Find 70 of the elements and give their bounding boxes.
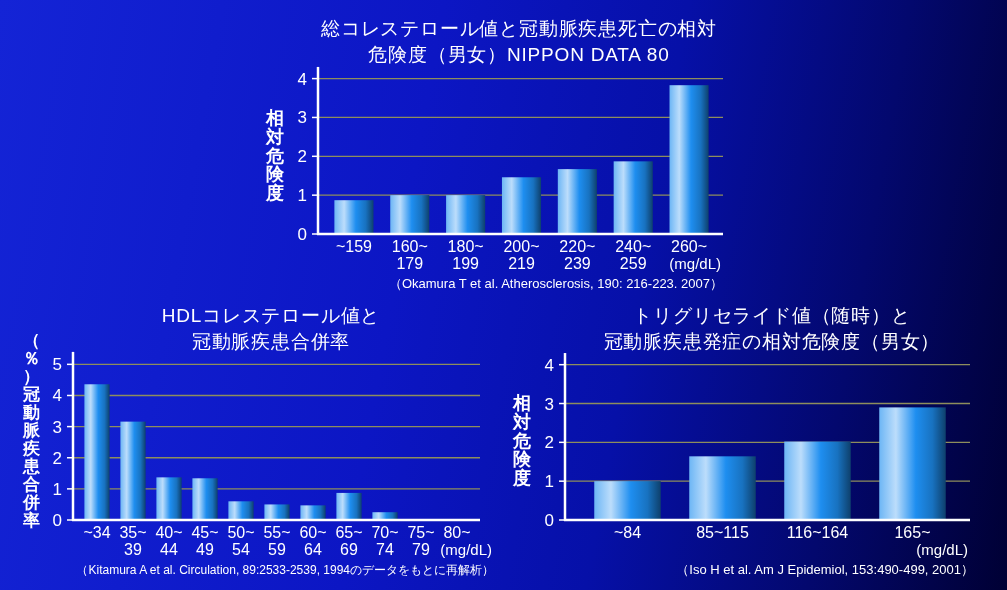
bar: [228, 501, 254, 520]
bar: [372, 512, 398, 520]
x-tick-label: 260~: [671, 238, 708, 255]
y-tick-label: 2: [52, 448, 62, 468]
x-tick-label: 70~ 74: [371, 524, 399, 558]
bar: [669, 85, 709, 234]
y-tick-label: 3: [52, 417, 62, 437]
x-tick-label: 75~ 79: [407, 524, 435, 558]
y-tick-label: 3: [297, 108, 307, 128]
y-tick-label: 1: [52, 479, 62, 499]
text: （Okamura T et al. Atherosclerosis, 190: 216-223. 2007）: [388, 276, 723, 291]
bar: [120, 421, 146, 520]
bar: [557, 169, 597, 234]
bar: [264, 504, 290, 520]
x-tick-label: 35~ 39: [119, 524, 147, 558]
x-axis-title: (mg/dL): [440, 541, 492, 558]
x-axis-title: (mg/dL): [916, 541, 968, 558]
x-tick-label: 60~ 64: [299, 524, 327, 558]
x-tick-label: 65~ 69: [335, 524, 363, 558]
y-tick-label: 4: [52, 386, 62, 406]
y-axis-title: 相対危険度: [512, 393, 532, 489]
bar: [501, 177, 542, 234]
bar: [334, 200, 374, 234]
bar: [300, 505, 326, 520]
x-tick-label: 85~115: [696, 524, 749, 541]
y-tick-label: 2: [297, 147, 307, 167]
x-tick-label: 45~ 49: [191, 524, 219, 558]
bar: [84, 384, 110, 520]
y-tick-label: 1: [544, 472, 554, 492]
chart-title: 総コレステロール値と冠動脈疾患死亡の相対危険度（男女）NIPPON DATA 80: [320, 18, 717, 65]
y-tick-label: 5: [52, 355, 62, 375]
chart-title: HDLコレステロール値と冠動脈疾患合併率: [161, 305, 381, 352]
y-tick-label: 0: [544, 511, 554, 530]
x-tick-label: 80~: [443, 524, 471, 541]
bar: [784, 441, 851, 520]
y-tick-label: 1: [297, 186, 307, 206]
bar: [390, 195, 430, 234]
bar: [689, 456, 756, 520]
x-tick-label: 165~: [894, 524, 931, 541]
y-tick-label: 3: [544, 394, 554, 414]
bar: [613, 161, 653, 234]
text: （Kitamura A et al. Circulation, 89:2533-2539, 1994のデータをもとに再解析）: [76, 563, 494, 577]
x-tick-label: 200~ 219: [503, 238, 540, 272]
y-tick-label: 2: [544, 433, 554, 453]
x-tick-label: 116~164: [786, 524, 849, 541]
y-tick-label: 4: [544, 355, 554, 375]
x-tick-label: ~34: [83, 524, 111, 541]
x-tick-label: 220~ 239: [559, 238, 596, 272]
y-axis-title: 相対危険度: [265, 108, 285, 204]
text: （％）冠動脈疾患合併率: [22, 331, 40, 530]
x-tick-label: 180~ 199: [447, 238, 484, 272]
x-tick-label: 160~ 179: [391, 238, 428, 272]
bar: [879, 407, 946, 520]
text: （Iso H et al. Am J Epidemiol, 153:490-499, 2001）: [676, 562, 974, 577]
bar: [594, 481, 661, 520]
y-tick-label: 0: [52, 511, 62, 530]
x-tick-label: 55~ 59: [263, 524, 291, 558]
x-tick-label: ~159: [335, 238, 373, 255]
x-tick-label: ~84: [613, 524, 642, 541]
x-tick-label: 40~ 44: [155, 524, 183, 558]
x-axis-title: (mg/dL): [669, 255, 721, 272]
bar: [446, 195, 486, 234]
y-tick-label: 4: [297, 69, 307, 89]
bar: [336, 492, 362, 520]
bar: [156, 477, 182, 520]
bar: [192, 478, 218, 520]
y-tick-label: 0: [297, 225, 307, 244]
x-tick-label: 50~ 54: [227, 524, 255, 558]
x-tick-label: 240~ 259: [615, 238, 652, 272]
chart-title: トリグリセライド値（随時）と冠動脈疾患発症の相対危険度（男女）: [603, 305, 941, 352]
